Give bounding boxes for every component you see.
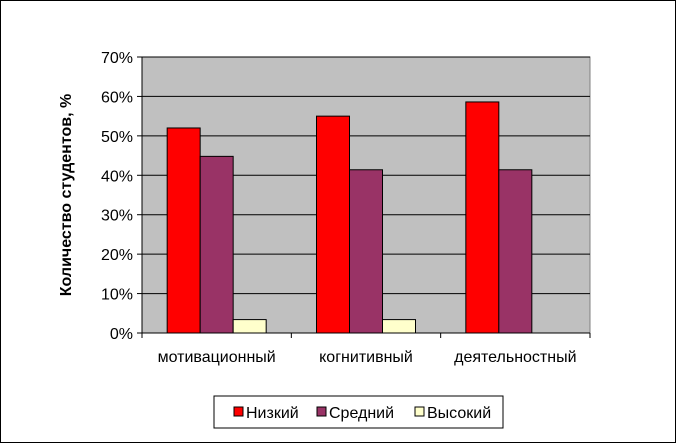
legend-swatch — [233, 406, 244, 417]
legend-label: Низкий — [246, 405, 299, 422]
y-tick-label: 50% — [101, 129, 133, 146]
bar — [232, 319, 267, 334]
bar — [166, 127, 201, 334]
bar — [199, 155, 234, 334]
bar — [349, 169, 383, 334]
legend-swatch — [316, 406, 327, 417]
y-tick-label: 30% — [101, 208, 133, 225]
x-axis: мотивационный когнитивный деятельностный — [141, 332, 591, 366]
category-label: когнитивный — [319, 349, 413, 366]
y-tick-label: 20% — [101, 247, 133, 264]
bar — [316, 115, 350, 334]
y-tick-label: 0% — [110, 326, 133, 343]
bar — [465, 101, 500, 334]
y-tick-label: 10% — [101, 287, 133, 304]
bars — [166, 101, 533, 334]
y-tick-label: 40% — [101, 168, 133, 185]
legend-label: Высокий — [427, 405, 491, 422]
y-tick-label: 60% — [101, 89, 133, 106]
legend: Низкий Средний Высокий — [213, 395, 504, 429]
legend-label: Средний — [329, 405, 394, 422]
category-label: мотивационный — [158, 349, 276, 366]
bar — [382, 319, 416, 334]
legend-swatch — [414, 406, 425, 417]
y-tick-label: 70% — [101, 50, 133, 67]
y-axis-label: Количество студентов, % — [58, 94, 75, 296]
legend-box — [213, 395, 504, 429]
bar — [498, 169, 533, 334]
y-axis: 0% 10% 20% 30% 40% 50% 60% 70% — [101, 50, 143, 343]
category-label: деятельностный — [454, 349, 576, 366]
